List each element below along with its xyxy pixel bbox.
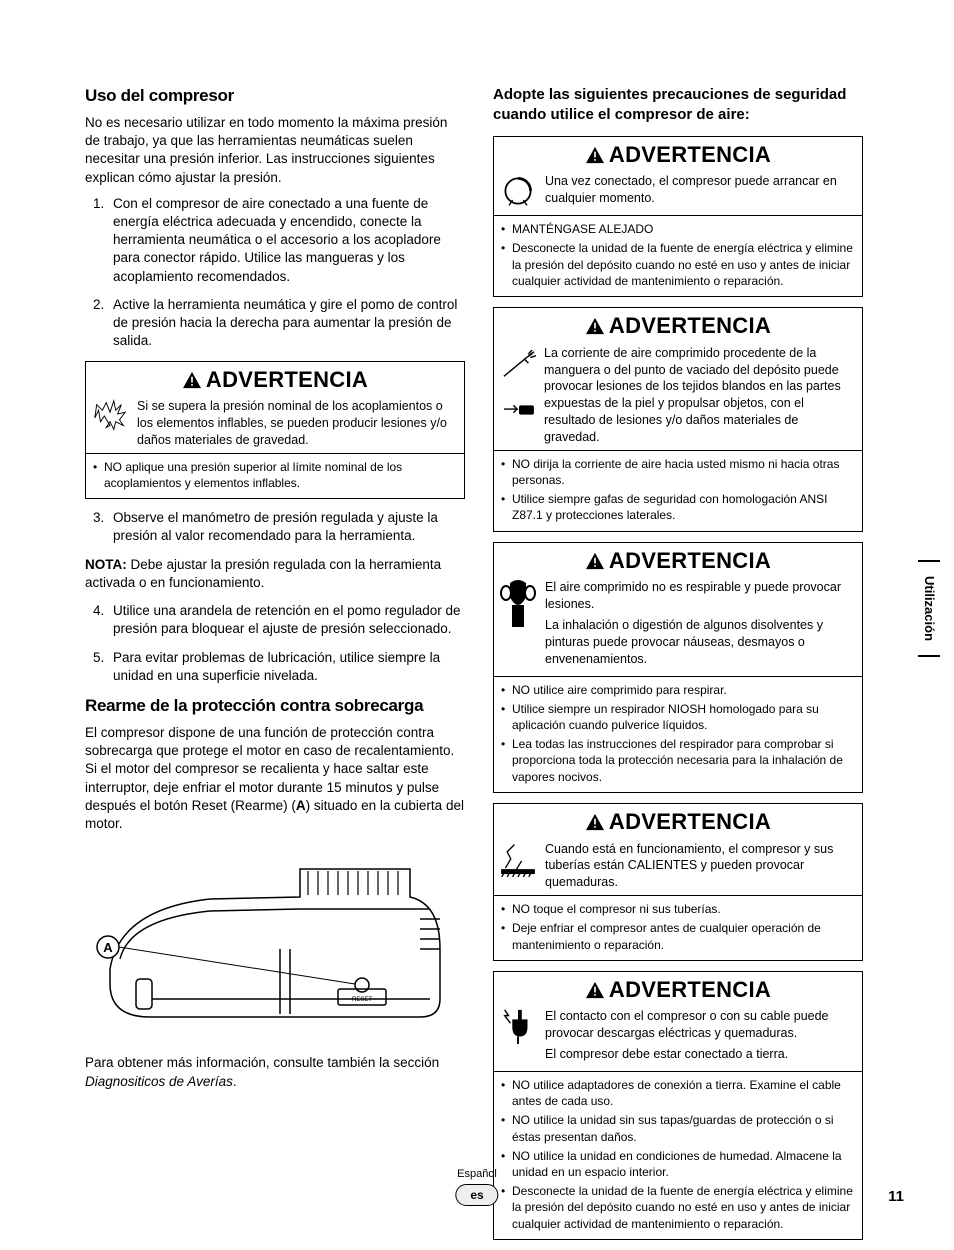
main-columns: Uso del compresor No es necesario utiliz… — [85, 85, 904, 1250]
para-uso: No es necesario utilizar en todo momento… — [85, 114, 465, 187]
warning-bullet: MANTÉNGASE ALEJADO — [500, 221, 856, 237]
heading-rearme: Rearme de la protección contra sobrecarg… — [85, 695, 465, 718]
warning-triangle-icon — [585, 317, 605, 335]
warning-bullet: NO dirija la corriente de aire hacia ust… — [500, 456, 856, 488]
air-nozzle-icon — [500, 345, 538, 387]
warning-bullet: NO aplique una presión superior al límit… — [92, 459, 458, 491]
left-column: Uso del compresor No es necesario utiliz… — [85, 85, 465, 1250]
step-3: Observe el manómetro de presión regulada… — [113, 509, 465, 545]
para-rearme: El compresor dispone de una función de p… — [85, 724, 465, 833]
step-4: Utilice una arandela de retención en el … — [113, 602, 465, 638]
right-column: Adopte las siguientes precauciones de se… — [493, 85, 863, 1250]
warning-triangle-icon — [182, 371, 202, 389]
page-footer: Español es 11 — [0, 1167, 954, 1207]
warning-triangle-icon — [585, 552, 605, 570]
step-3-list: Observe el manómetro de presión regulada… — [85, 509, 465, 545]
warning-triangle-icon — [585, 813, 605, 831]
warning-text: Si se supera la presión nominal de los a… — [137, 396, 458, 449]
warning-box-pressure: ADVERTENCIA Si se supera la presión nomi… — [85, 361, 465, 500]
side-tab-utilizacion: Utilización — [918, 560, 940, 657]
flying-object-icon — [500, 389, 538, 431]
nota: NOTA: Debe ajustar la presión regulada c… — [85, 556, 465, 592]
warning-bullet: Utilice siempre gafas de seguridad con h… — [500, 491, 856, 523]
warning-bullet: NO utilice adaptadores de conexión a tie… — [500, 1077, 856, 1109]
explosion-icon — [89, 396, 131, 436]
page-number: 11 — [888, 1187, 904, 1207]
step-2: Active la herramienta neumática y gire e… — [113, 296, 465, 351]
respirator-icon — [497, 577, 539, 637]
steps-4-5: Utilice una arandela de retención en el … — [85, 602, 465, 685]
warning-triangle-icon — [585, 981, 605, 999]
footer-lang-pill: es — [455, 1184, 498, 1206]
right-intro: Adopte las siguientes precauciones de se… — [493, 85, 863, 126]
warning-box-hot: ADVERTENCIA Cuando está en funcionamient… — [493, 803, 863, 961]
warning-bullet: Utilice siempre un respirador NIOSH homo… — [500, 701, 856, 733]
compressor-diagram: A RESET — [85, 849, 465, 1039]
diagram-reset-label: RESET — [352, 997, 372, 1003]
warning-box-airstream: ADVERTENCIA La corriente de aire comprim… — [493, 307, 863, 532]
electric-shock-icon — [497, 1006, 539, 1046]
post-diagram: Para obtener más información, consulte t… — [85, 1054, 465, 1090]
step-1: Con el compresor de aire conectado a una… — [113, 195, 465, 286]
warning-bullet: Deje enfriar el compresor antes de cualq… — [500, 920, 856, 952]
heading-uso: Uso del compresor — [85, 85, 465, 108]
warning-bullets: NO aplique una presión superior al límit… — [86, 453, 464, 498]
warning-bullet: NO utilice aire comprimido para respirar… — [500, 682, 856, 698]
warning-header: ADVERTENCIA — [86, 362, 464, 396]
footer-language: Español es — [455, 1167, 498, 1206]
warning-bullet: Lea todas las instrucciones del respirad… — [500, 736, 856, 785]
warning-box-breathing: ADVERTENCIA El aire comprimido no es res… — [493, 542, 863, 793]
hot-surface-icon — [497, 839, 539, 879]
warning-bullet: NO toque el compresor ni sus tuberías. — [500, 901, 856, 917]
autostart-icon — [497, 171, 539, 211]
warning-box-autostart: ADVERTENCIA Una vez conectado, el compre… — [493, 136, 863, 297]
diagram-label-a: A — [103, 940, 113, 955]
warning-triangle-icon — [585, 146, 605, 164]
steps-1-2: Con el compresor de aire conectado a una… — [85, 195, 465, 351]
warning-bullet: Desconecte la unidad de la fuente de ene… — [500, 240, 856, 289]
warning-bullet: NO utilice la unidad sin sus tapas/guard… — [500, 1112, 856, 1144]
step-5: Para evitar problemas de lubricación, ut… — [113, 649, 465, 685]
